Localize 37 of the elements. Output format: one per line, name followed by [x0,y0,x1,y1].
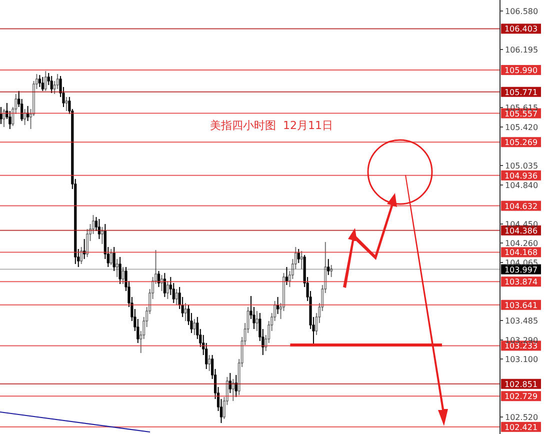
candlestick [118,256,122,284]
candlestick [0,106,2,124]
y-tick-label: 105.420 [505,122,538,132]
ref-line-label: 102.729 [504,392,538,402]
ref-line-label: 102.421 [504,422,538,432]
candlestick [41,76,44,92]
candlestick [98,218,101,240]
candlestick [112,246,116,272]
candlestick [50,76,53,94]
ref-line-label: 103.641 [504,300,538,310]
y-tick-label: 105.035 [505,161,538,170]
ref-line-label: 102.851 [504,380,538,389]
y-tick-label: 104.840 [505,180,538,190]
candlestick [234,374,238,398]
ref-line-label: 105.990 [504,66,538,75]
candlestick [327,258,330,276]
text: 美指四小时图 12月11日 [210,118,333,133]
y-tick-label: 103.100 [505,354,538,364]
candlestick [228,372,232,394]
candlestick [38,74,41,88]
candlestick [285,266,288,286]
candlestick [297,248,300,264]
y-tick-label: 102.520 [505,412,538,422]
y-tick-label: 106.195 [505,45,538,54]
ref-line-label: 103.874 [504,278,538,287]
ref-line-label: 105.269 [504,138,538,148]
ref-line-label: 104.936 [504,171,538,180]
ref-line-label: 104.168 [504,248,538,258]
y-tick-label: 104.260 [505,238,538,248]
ref-line-label: 104.632 [504,202,538,211]
ref-line-label: 103.997 [504,265,538,274]
ref-line-label: 105.771 [504,88,538,97]
y-tick-label: 103.485 [505,316,538,326]
candlestick [157,270,160,288]
ref-line-label: 106.403 [504,24,538,34]
candlestick [163,272,166,298]
y-tick-label: 106.580 [505,6,538,16]
